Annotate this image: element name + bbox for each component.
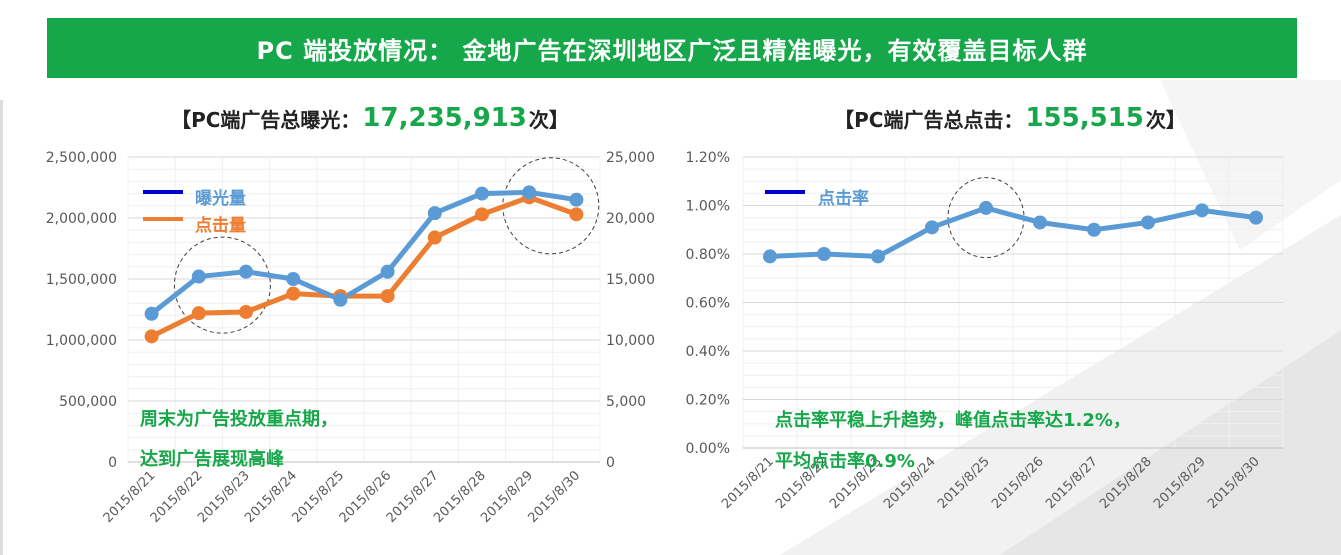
- ctr-point: [979, 200, 993, 215]
- right-y-tick-label: 0.00%: [686, 441, 730, 457]
- clicks-series-line: [150, 194, 578, 339]
- impressions-point: [522, 185, 537, 200]
- left-title-prefix: 【PC端广告总曝光：: [171, 107, 361, 132]
- clicks-point: [191, 306, 206, 321]
- right-annotation-line: 平均点击率0.9%: [775, 450, 915, 472]
- impressions-point: [191, 269, 206, 284]
- clicks-point: [427, 230, 442, 245]
- left-title-suffix: 次】: [528, 107, 569, 132]
- clicks-point: [239, 304, 253, 319]
- impressions-point: [144, 306, 159, 321]
- impressions-point: [380, 264, 395, 279]
- right-y-tick-label: 0.80%: [686, 247, 730, 263]
- impressions-point: [427, 206, 442, 221]
- left-x-tick-label: 2015/8/30: [525, 468, 583, 526]
- left-y-tick-label: 2,000,000: [46, 211, 117, 227]
- right-x-tick-label: 2015/8/26: [989, 454, 1047, 512]
- clicks-point: [569, 207, 584, 222]
- impressions-point: [239, 264, 253, 279]
- impressions-point: [286, 272, 301, 286]
- right-y-tick-label: 1.20%: [686, 150, 730, 166]
- left-y2-tick-label: 5,000: [606, 394, 646, 410]
- left-y-tick-label: 1,500,000: [46, 272, 117, 288]
- left-highlight-circle: [173, 236, 271, 334]
- left-y2-tick-label: 15,000: [606, 272, 655, 288]
- ctr-point: [1195, 203, 1209, 218]
- legend-ctr-label: 点击率: [818, 188, 869, 209]
- left-annotation-line: 周末为广告投放重点期，: [140, 408, 338, 430]
- right-chart-title: 【PC端广告总点击： 155,515 次】: [760, 100, 1260, 136]
- right-x-tick-label: 2015/8/30: [1205, 454, 1263, 512]
- ctr-point: [925, 220, 939, 235]
- left-y2-tick-label: 25,000: [606, 150, 655, 166]
- legend-clicks-label: 点击量: [195, 215, 246, 236]
- right-x-tick-label: 2015/8/25: [935, 454, 993, 512]
- left-y-tick-label: 500,000: [59, 394, 117, 410]
- right-x-tick-label: 2015/8/29: [1151, 454, 1209, 512]
- clicks-point: [144, 329, 159, 344]
- impressions-point: [475, 186, 489, 201]
- right-title-prefix: 【PC端广告总点击：: [834, 107, 1024, 132]
- ctr-point: [1249, 210, 1263, 225]
- left-y-tick-label: 2,500,000: [46, 150, 117, 166]
- right-y-tick-label: 0.60%: [686, 296, 730, 312]
- left-annotation-line: 达到广告展现高峰: [140, 448, 285, 470]
- right-x-tick-label: 2015/8/28: [1097, 454, 1155, 512]
- ctr-point: [1033, 215, 1047, 230]
- right-annotation-line: 点击率平稳上升趋势，峰值点击率达1.2%，: [775, 409, 1131, 431]
- left-y2-tick-label: 0: [606, 455, 615, 471]
- ctr-point: [871, 249, 885, 264]
- clicks-point: [475, 207, 489, 222]
- right-y-tick-label: 1.00%: [686, 199, 730, 215]
- right-x-tick-label: 2015/8/21: [719, 454, 777, 512]
- page-banner: PC 端投放情况： 金地广告在深圳地区广泛且精准曝光，有效覆盖目标人群: [47, 18, 1297, 78]
- impressions-point: [333, 292, 348, 307]
- clicks-point: [380, 289, 395, 304]
- banner-title: PC 端投放情况： 金地广告在深圳地区广泛且精准曝光，有效覆盖目标人群: [256, 36, 1088, 65]
- left-y2-tick-label: 10,000: [606, 333, 655, 349]
- right-title-suffix: 次】: [1145, 107, 1186, 132]
- clicks-point: [286, 286, 301, 301]
- left-y-tick-label: 0: [108, 455, 117, 471]
- impressions-point: [569, 192, 584, 207]
- right-x-tick-label: 2015/8/27: [1043, 454, 1101, 512]
- left-y2-tick-label: 20,000: [606, 211, 655, 227]
- right-title-value: 155,515: [1025, 103, 1144, 133]
- left-y-tick-label: 1,000,000: [46, 333, 117, 349]
- impressions-series-line: [150, 189, 577, 316]
- legend-impressions-label: 曝光量: [195, 188, 246, 209]
- ctr-point: [1141, 215, 1155, 230]
- left-title-value: 17,235,913: [362, 103, 527, 133]
- ctr-series-line: [769, 205, 1257, 259]
- ctr-point: [1087, 222, 1101, 237]
- right-y-tick-label: 0.20%: [686, 393, 730, 409]
- left-chart-title: 【PC端广告总曝光： 17,235,913 次】: [150, 100, 590, 136]
- ctr-point: [817, 247, 831, 261]
- right-y-tick-label: 0.40%: [686, 344, 730, 360]
- ctr-point: [763, 249, 777, 264]
